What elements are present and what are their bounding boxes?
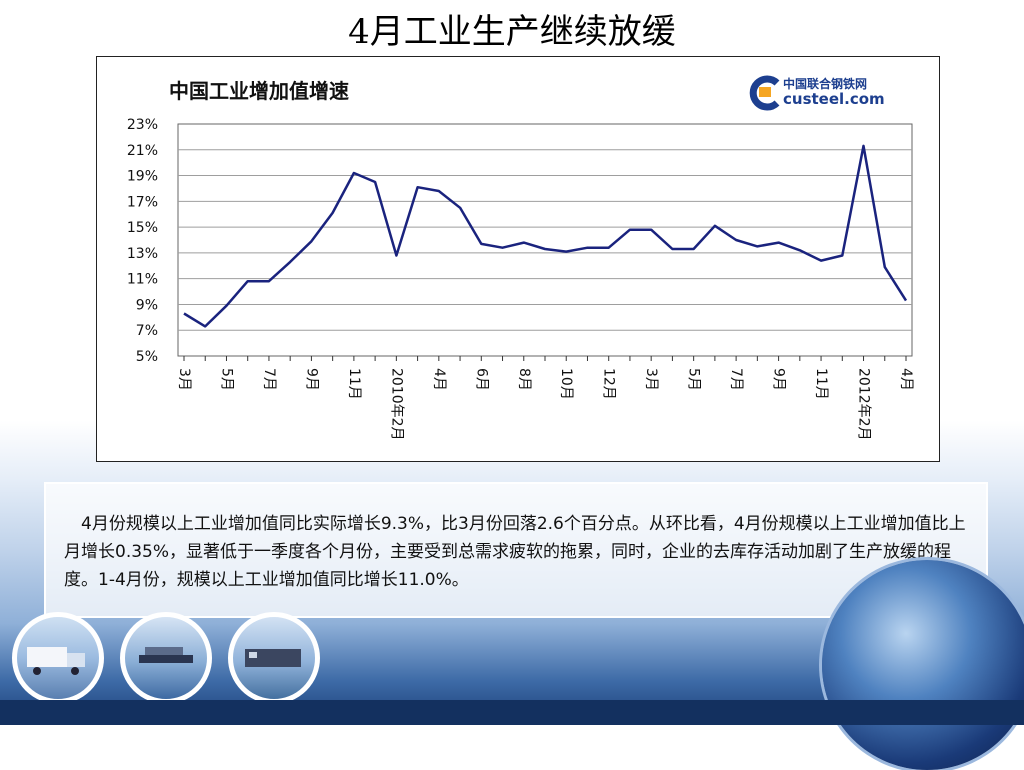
x-tick-label: 4月 bbox=[431, 368, 447, 391]
x-tick-label: 6月 bbox=[473, 368, 489, 391]
logo-text-cn: 中国联合钢铁网 bbox=[783, 77, 868, 91]
description-text: 4月份规模以上工业增加值同比实际增长9.3%，比3月份回落2.6个百分点。从环比… bbox=[64, 514, 966, 590]
page-title: 4月工业生产继续放缓 bbox=[348, 12, 676, 52]
y-tick-label: 23% bbox=[127, 117, 158, 133]
x-tick-label: 12月 bbox=[601, 368, 617, 400]
y-tick-label: 13% bbox=[127, 246, 158, 262]
y-tick-label: 17% bbox=[127, 194, 158, 210]
y-tick-label: 21% bbox=[127, 143, 158, 159]
x-tick-label: 5月 bbox=[686, 368, 702, 391]
chart-frame: 5% 7% 9% 11% 13% 15% 17% 19% 21% 23% 3月 5月 7月 9月 11月 20… bbox=[96, 56, 940, 462]
x-tick-label: 7月 bbox=[261, 368, 277, 391]
train-icon bbox=[245, 649, 301, 667]
x-tick-label: 3月 bbox=[643, 368, 659, 391]
logo-text-en: custeel.com bbox=[783, 90, 885, 108]
plot-area bbox=[177, 123, 913, 357]
line-chart: 5% 7% 9% 11% 13% 15% 17% 19% 21% 23% 3月 5月 7月 9月 11月 20… bbox=[127, 117, 914, 441]
y-tick-label: 7% bbox=[136, 323, 158, 339]
x-tick-label: 11月 bbox=[813, 368, 829, 400]
x-tick-label: 9月 bbox=[771, 368, 787, 391]
y-tick-label: 19% bbox=[127, 169, 158, 185]
x-tick-label: 4月 bbox=[898, 368, 914, 391]
x-tick-label: 10月 bbox=[558, 368, 574, 400]
x-tick-label: 5月 bbox=[218, 368, 234, 391]
y-tick-label: 11% bbox=[127, 272, 158, 288]
truck-icon bbox=[27, 647, 85, 675]
x-tick-label: 8月 bbox=[516, 368, 532, 391]
ship-photo bbox=[120, 612, 212, 704]
y-tick-label: 15% bbox=[127, 220, 158, 236]
description-box: 4月份规模以上工业增加值同比实际增长9.3%，比3月份回落2.6个百分点。从环比… bbox=[44, 482, 988, 618]
series-line bbox=[183, 144, 908, 328]
x-tick-label: 9月 bbox=[303, 368, 319, 391]
y-tick-label: 5% bbox=[136, 349, 158, 365]
globe-image bbox=[822, 560, 1024, 770]
bottom-bar bbox=[0, 700, 1024, 725]
truck-photo bbox=[12, 612, 104, 704]
x-tick-label: 2010年2月 bbox=[388, 368, 404, 441]
chart-title: 中国工业增加值增速 bbox=[169, 79, 349, 103]
x-tick-label: 2012年2月 bbox=[856, 368, 872, 441]
x-tick-label: 11月 bbox=[346, 368, 362, 400]
x-tick-label: 7月 bbox=[728, 368, 744, 391]
custeel-logo: 中国联合钢铁网 custeel.com bbox=[749, 73, 929, 113]
x-tick-label: 3月 bbox=[176, 368, 192, 391]
ship-icon bbox=[139, 647, 193, 663]
y-tick-label: 9% bbox=[136, 297, 158, 313]
logo-icon bbox=[749, 75, 780, 111]
train-photo bbox=[228, 612, 320, 704]
